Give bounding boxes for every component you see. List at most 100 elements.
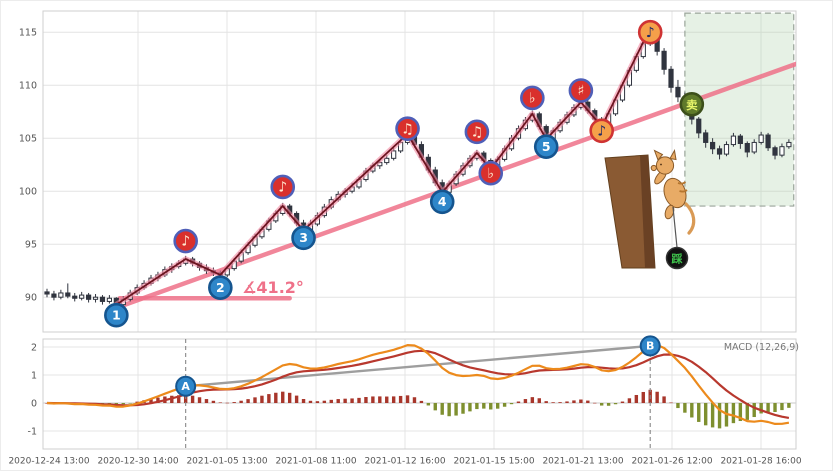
macd-bar bbox=[225, 402, 229, 404]
wave-marker bbox=[291, 225, 316, 251]
macd-bar bbox=[343, 398, 347, 404]
candle bbox=[661, 50, 667, 70]
cat-stripe bbox=[679, 189, 688, 193]
macd-bar bbox=[364, 397, 368, 404]
macd-bar bbox=[745, 403, 749, 420]
wave-marker bbox=[589, 118, 614, 144]
y-axis-label: 2 bbox=[31, 342, 37, 353]
angle-label: ∡41.2° bbox=[242, 278, 304, 297]
candle bbox=[758, 134, 764, 143]
wave-marker-label: ♪ bbox=[646, 25, 655, 41]
macd-bar bbox=[544, 401, 548, 404]
macd-bar bbox=[683, 403, 687, 413]
macd-panel bbox=[45, 343, 791, 429]
macd-bar bbox=[121, 403, 125, 405]
macd-bar bbox=[204, 399, 209, 404]
macd-bar bbox=[253, 397, 257, 404]
macd-bar bbox=[447, 403, 451, 417]
macd-bar bbox=[412, 397, 417, 404]
macd-bar bbox=[613, 403, 618, 405]
macd-point-marker bbox=[175, 375, 197, 397]
wave-marker-label: 1 bbox=[112, 308, 121, 323]
x-axis-label: 2021-01-05 13:00 bbox=[186, 457, 267, 467]
macd-bar bbox=[593, 402, 597, 404]
x-axis-label: 2021-01-28 16:00 bbox=[720, 457, 801, 467]
macd-bar bbox=[128, 403, 132, 404]
wave-marker-label: ♭ bbox=[487, 166, 494, 182]
macd-bar bbox=[211, 400, 216, 404]
macd-bar bbox=[114, 403, 119, 405]
wave-marker-label: ♫ bbox=[471, 124, 484, 140]
cat-stripe bbox=[677, 181, 687, 185]
wave-marker-label: ♫ bbox=[401, 121, 414, 137]
candle bbox=[58, 292, 64, 298]
wave-marker-label: ♪ bbox=[278, 180, 287, 196]
price-panel-border bbox=[42, 10, 797, 333]
cat-head bbox=[655, 156, 675, 175]
candle bbox=[723, 144, 730, 155]
candle bbox=[751, 141, 757, 153]
wave-marker bbox=[533, 134, 559, 159]
macd-bar bbox=[502, 403, 507, 407]
candle bbox=[384, 157, 390, 164]
macd-legend: MACD (12,26,9) bbox=[724, 342, 799, 353]
y-axis-label: 90 bbox=[25, 293, 37, 304]
x-axis-label: 2021-01-21 13:00 bbox=[542, 457, 623, 467]
macd-bar bbox=[371, 396, 375, 404]
macd-bar bbox=[703, 403, 708, 426]
y-axis-label: 115 bbox=[19, 28, 37, 39]
macd-bar bbox=[780, 403, 784, 411]
macd-bar bbox=[308, 400, 313, 404]
macd-bar bbox=[731, 403, 736, 424]
y-axis-label: 110 bbox=[19, 81, 37, 92]
macd-bar bbox=[482, 403, 486, 409]
candle bbox=[92, 296, 99, 300]
candle bbox=[65, 292, 71, 297]
cat-tail bbox=[684, 202, 696, 235]
macd-bar bbox=[336, 399, 340, 404]
macd-bar bbox=[558, 402, 562, 404]
wave-marker bbox=[270, 174, 296, 200]
y-axis-label: 105 bbox=[19, 134, 37, 145]
axes: 90 95 100 105 110 115 -1 0 1 2 2020-12-24 13:00 202… bbox=[8, 28, 801, 467]
macd-bar bbox=[752, 403, 756, 418]
macd-bar bbox=[218, 402, 223, 404]
candle bbox=[703, 132, 709, 143]
y-axis-label: 95 bbox=[25, 240, 37, 251]
macd-bar bbox=[710, 403, 715, 428]
candle bbox=[710, 141, 716, 150]
cat-body bbox=[663, 177, 687, 209]
grid bbox=[42, 10, 797, 450]
macd-bar bbox=[509, 403, 514, 405]
candle bbox=[696, 118, 702, 134]
cat-eye bbox=[660, 163, 662, 166]
wave-marker-label: ♪ bbox=[597, 123, 606, 139]
macd-bar bbox=[468, 403, 472, 412]
y-axis-label: -1 bbox=[28, 426, 37, 437]
macd-bar bbox=[530, 397, 535, 404]
macd-bar bbox=[239, 400, 243, 404]
macd-bar bbox=[440, 403, 444, 415]
macd-bar bbox=[197, 397, 202, 404]
dea-line bbox=[46, 349, 790, 419]
macd-bar bbox=[315, 401, 320, 404]
macd-bar bbox=[461, 403, 465, 414]
tag-text: 踩 bbox=[672, 253, 683, 266]
macd-bar bbox=[260, 395, 264, 404]
macd-bar bbox=[669, 402, 673, 404]
macd-bar bbox=[655, 391, 659, 404]
macd-bar bbox=[419, 400, 424, 404]
candle bbox=[786, 141, 792, 148]
macd-bar bbox=[405, 395, 410, 404]
macd-bar bbox=[551, 402, 555, 404]
cat-ear bbox=[669, 149, 677, 161]
macd-bar bbox=[329, 399, 333, 404]
wave-markers: 1 ♪ 2 ♪ 3 ♫ 4 ♫ ♭ ♭ 5 ♯ ♪ ♪ 卖 ∡41.2° bbox=[104, 19, 705, 328]
macd-bar bbox=[391, 396, 396, 404]
macd-bar bbox=[322, 400, 327, 404]
macd-bar bbox=[620, 401, 625, 404]
macd-bar bbox=[287, 392, 292, 404]
wave-marker bbox=[208, 275, 233, 300]
cat bbox=[650, 149, 696, 235]
